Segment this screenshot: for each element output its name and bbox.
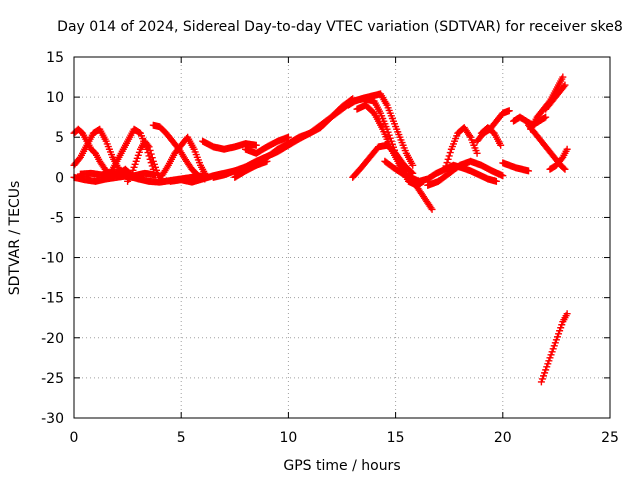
y-tick-label: -25 [41, 371, 64, 387]
data-point [441, 165, 449, 173]
data-point [505, 107, 513, 115]
series-arc-08 [158, 133, 211, 181]
data-point [561, 165, 569, 173]
series-arc-16 [349, 141, 417, 181]
series-arc-26 [525, 121, 569, 173]
data-point [409, 161, 417, 169]
series-arc-15 [344, 90, 417, 169]
data-point [443, 159, 451, 167]
series-arc-23 [499, 159, 533, 175]
series-arc-29 [537, 310, 571, 386]
x-tick-label: 0 [70, 430, 79, 446]
y-tick-label: -30 [41, 411, 64, 427]
series-arc-06 [124, 137, 166, 185]
x-tick-label: 10 [279, 430, 297, 446]
series-arc-20 [441, 124, 481, 173]
data-point [466, 132, 474, 140]
data-point [145, 143, 153, 151]
series-arc-18 [381, 157, 500, 185]
grid [74, 57, 610, 418]
x-tick-label: 15 [387, 430, 405, 446]
data-point [252, 141, 260, 149]
data-point [445, 152, 453, 160]
x-tick-label: 5 [177, 430, 186, 446]
data-point [492, 177, 500, 185]
data-point [147, 150, 155, 158]
y-tick-label: 5 [55, 130, 64, 146]
y-tick-label: -15 [41, 291, 64, 307]
data-points [70, 73, 571, 386]
data-point [148, 154, 156, 162]
data-point [428, 205, 436, 213]
x-tick-label: 25 [601, 430, 619, 446]
series-arc-10 [199, 137, 260, 153]
data-point [499, 172, 507, 180]
series-arc-28 [546, 145, 571, 173]
chart-title: Day 014 of 2024, Sidereal Day-to-day VTE… [57, 19, 623, 35]
y-tick-label: -5 [50, 210, 64, 226]
data-point [442, 162, 450, 170]
data-point [559, 73, 567, 81]
data-point [446, 149, 454, 157]
data-point [560, 164, 568, 172]
data-point [284, 133, 292, 141]
x-axis-label: GPS time / hours [283, 458, 400, 474]
y-axis-label: SDTVAR / TECUs [7, 181, 23, 296]
y-tick-label: -10 [41, 251, 64, 267]
data-point [561, 81, 569, 89]
y-tick-label: 0 [55, 170, 64, 186]
series-arc-27 [542, 81, 569, 113]
y-tick-label: 15 [46, 50, 64, 66]
plot-frame [73, 56, 611, 419]
series-arc-21 [473, 107, 513, 145]
data-point [144, 141, 152, 149]
series-arc-22 [477, 124, 505, 149]
series-arc-19 [424, 157, 507, 189]
data-point [473, 149, 481, 157]
data-point [560, 82, 568, 90]
axis-ticks: 0 5 10 15 20 25 -30 -25 -20 -15 -10 -5 0 5 10 15 [41, 50, 619, 446]
data-point [146, 146, 154, 154]
data-point [427, 204, 435, 212]
data-point [444, 155, 452, 163]
data-point [497, 141, 505, 149]
data-point [563, 145, 571, 153]
series-arc-12 [242, 133, 292, 157]
y-tick-label: -20 [41, 331, 64, 347]
y-tick-label: 10 [46, 90, 64, 106]
data-point [525, 167, 533, 175]
data-point [542, 113, 550, 121]
data-point [563, 310, 571, 318]
x-tick-label: 20 [494, 430, 512, 446]
